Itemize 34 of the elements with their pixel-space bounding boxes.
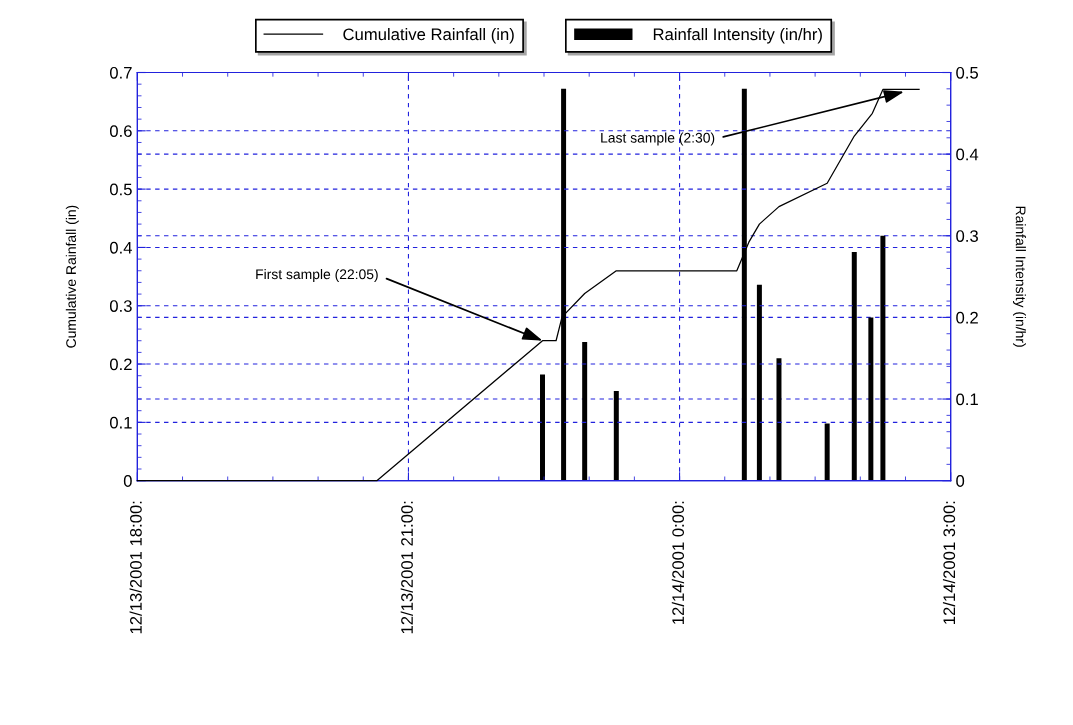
bar [582, 341, 588, 481]
y2-tick-label: 0.4 [956, 148, 979, 161]
bar [851, 252, 857, 481]
annotation: First sample (22:05) [256, 268, 378, 282]
bar [613, 390, 619, 481]
bar [868, 317, 874, 481]
line-series [136, 88, 920, 482]
x-tick-label: 12/14/2001 0:00: [671, 501, 685, 624]
x-tick-label: 12/13/2001 18:00: [129, 501, 142, 634]
y-tick-label: 0.5 [109, 183, 132, 196]
y-tick-label: 0.2 [109, 358, 132, 371]
y2-tick-label: 0.2 [956, 311, 978, 324]
bar [776, 358, 782, 481]
x-tick-label: 12/14/2001 3:00: [942, 501, 956, 624]
y2-tick-label: 0.1 [956, 393, 978, 406]
y-tick-label: 0.6 [109, 125, 132, 138]
y2-tick-label: 0.5 [956, 66, 979, 79]
y2-tick-label: 0 [956, 475, 965, 487]
y-axis-title: Cumulative Rainfall (in) [65, 205, 79, 348]
y-tick-label: 0.4 [109, 241, 132, 254]
y-tick-label: 0.3 [109, 300, 132, 312]
y-tick-label: 0.7 [109, 66, 132, 79]
bar [880, 235, 886, 481]
legend-label: Rainfall Intensity (in/hr) [653, 28, 822, 44]
bar [540, 374, 545, 481]
annotation: Last sample (2:30) [601, 132, 715, 146]
bar [756, 284, 762, 481]
y-tick-label: 0 [123, 475, 132, 487]
y2-tick-label: 0.3 [956, 230, 978, 242]
bar [824, 423, 830, 481]
x-tick-label: 12/13/2001 21:00: [400, 501, 413, 634]
y2-axis-title: Rainfall Intensity (in/hr) [1012, 206, 1026, 347]
legend-label: Cumulative Rainfall (in) [343, 28, 514, 44]
y-tick-label: 0.1 [109, 416, 132, 429]
